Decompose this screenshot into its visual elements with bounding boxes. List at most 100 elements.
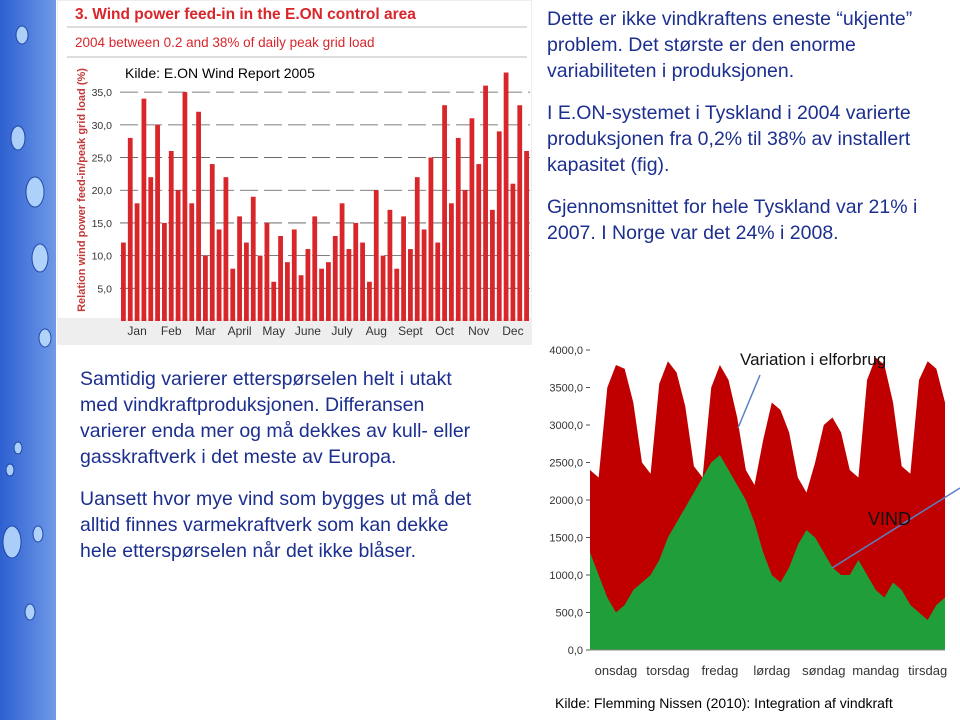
bar — [455, 137, 461, 321]
x-tick-label: Aug — [366, 324, 387, 338]
bar — [285, 262, 290, 321]
bar — [373, 190, 379, 321]
bar — [353, 222, 359, 321]
bar — [134, 203, 140, 321]
y-tick-label: 30,0 — [92, 120, 113, 132]
bar — [408, 249, 413, 321]
x-tick-label: tirsdag — [908, 663, 947, 678]
y-tick-label: 15,0 — [92, 218, 113, 230]
paragraph: Dette er ikke vindkraftens eneste “ukjen… — [547, 8, 913, 82]
bar — [312, 216, 318, 321]
bar — [387, 209, 393, 321]
bar — [517, 105, 523, 321]
bar — [326, 262, 331, 321]
wind-feed-in-chart: 3. Wind power feed-in in the E.ON contro… — [57, 0, 532, 345]
bar — [401, 216, 406, 321]
bar — [414, 177, 420, 321]
x-tick-label: June — [295, 324, 321, 338]
paragraph: Gjennomsnittet for hele Tyskland var 21%… — [547, 196, 918, 244]
bar — [367, 281, 372, 321]
bar — [442, 105, 447, 321]
x-tick-label: Mar — [195, 324, 216, 338]
y-tick-label: 5,0 — [97, 283, 112, 295]
bar — [223, 177, 229, 321]
x-tick-label: Oct — [435, 324, 454, 338]
bar — [490, 209, 495, 321]
bar — [360, 242, 365, 321]
decor-strip — [0, 0, 56, 720]
y-tick-label: 1500,0 — [549, 533, 583, 545]
bar — [319, 268, 324, 321]
x-tick-label: Jan — [127, 324, 146, 338]
bar — [449, 203, 454, 321]
bar — [168, 151, 174, 321]
x-tick-label: fredag — [701, 663, 738, 678]
demand-wind-chart: 0,0 500,0 1000,0 1500,0 2000,0 2500,0 3000,0 35… — [535, 333, 960, 690]
x-tick-label: onsdag — [595, 663, 638, 678]
bar — [127, 137, 133, 321]
bar — [216, 229, 222, 321]
y-tick-label: 4000,0 — [549, 345, 583, 357]
bar — [244, 242, 249, 321]
bar — [421, 229, 427, 321]
left-text: Samtidig varierer etterspørselen helt i … — [80, 366, 480, 580]
paragraph: Samtidig varierer etterspørselen helt i … — [80, 368, 471, 468]
x-tick-label: May — [262, 324, 285, 338]
bar — [394, 268, 400, 321]
bar — [182, 92, 188, 322]
axis-band — [57, 318, 532, 345]
droplets — [2, 25, 52, 621]
annotation: VIND — [868, 509, 911, 529]
x-tick-label: July — [331, 324, 352, 338]
y-tick-label: 0,0 — [568, 645, 583, 657]
bar — [305, 249, 311, 321]
bar — [496, 131, 502, 321]
bar — [510, 183, 516, 321]
bar — [380, 255, 386, 321]
y-tick-label: 3000,0 — [549, 420, 583, 432]
bar — [298, 275, 304, 321]
y-tick-label: 35,0 — [92, 87, 113, 99]
bar — [230, 268, 236, 321]
bar — [237, 216, 242, 321]
bar — [209, 164, 215, 321]
x-tick-label: torsdag — [646, 663, 689, 678]
bar — [332, 236, 338, 321]
bar — [271, 281, 277, 321]
bar — [155, 124, 160, 321]
y-tick-label: 25,0 — [92, 153, 113, 165]
bar — [483, 85, 488, 321]
y-tick-label: 500,0 — [555, 608, 583, 620]
bar — [175, 190, 181, 321]
bar — [203, 255, 208, 321]
source: Kilde: Flemming Nissen (2010): Integrati… — [555, 695, 893, 711]
bar — [503, 72, 509, 322]
bar — [250, 196, 256, 321]
x-tick-label: Sept — [398, 324, 423, 338]
bar — [121, 242, 126, 321]
right-text: Dette er ikke vindkraftens eneste “ukjen… — [547, 6, 957, 262]
chart-title: 3. Wind power feed-in in the E.ON contro… — [75, 6, 416, 23]
y-tick-label: 3500,0 — [549, 383, 583, 395]
bar — [141, 98, 147, 321]
y-tick-label: 10,0 — [92, 251, 113, 263]
y-tick-label: 2000,0 — [549, 495, 583, 507]
bar — [524, 151, 529, 321]
bar — [264, 222, 270, 321]
bar — [428, 157, 434, 321]
x-tick-label: Dec — [502, 324, 523, 338]
x-tick-label: søndag — [802, 663, 845, 678]
bar — [339, 203, 345, 321]
bar — [291, 229, 297, 321]
x-tick-label: Nov — [468, 324, 489, 338]
y-tick-label: 20,0 — [92, 185, 113, 197]
bar — [462, 190, 468, 321]
annotation: Variation i elforbrug — [740, 350, 886, 369]
x-tick-label: Feb — [161, 324, 182, 338]
x-tick-label: April — [228, 324, 252, 338]
paragraph: I E.ON-systemet i Tyskland i 2004 varier… — [547, 102, 911, 176]
annotation-arrow — [737, 374, 761, 429]
bar — [346, 249, 352, 321]
bar — [278, 236, 283, 321]
